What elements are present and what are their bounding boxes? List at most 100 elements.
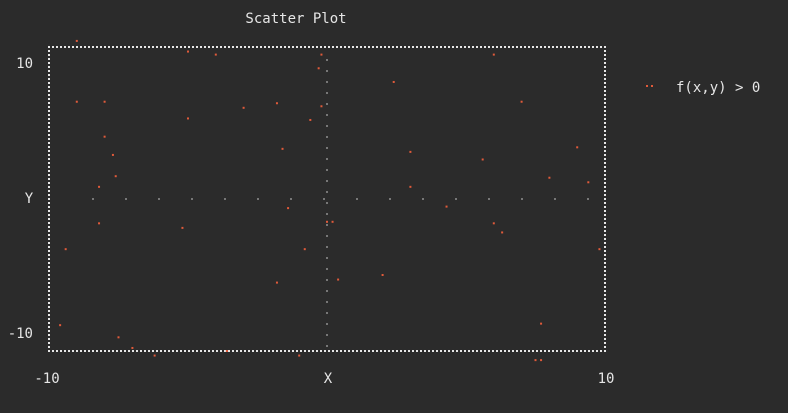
- border-dot: [220, 46, 222, 48]
- data-point: [75, 39, 78, 42]
- border-dot: [556, 46, 558, 48]
- border-dot: [540, 46, 542, 48]
- border-dot: [48, 118, 50, 120]
- border-dot: [516, 350, 518, 352]
- border-dot: [380, 350, 382, 352]
- border-dot: [504, 46, 506, 48]
- data-point: [214, 53, 217, 56]
- border-dot: [480, 350, 482, 352]
- border-dot: [604, 230, 606, 232]
- data-point: [598, 248, 601, 251]
- border-dot: [320, 46, 322, 48]
- border-dot: [604, 158, 606, 160]
- border-dot: [256, 350, 258, 352]
- x-axis-dot: [422, 198, 424, 200]
- border-dot: [72, 350, 74, 352]
- border-dot: [188, 350, 190, 352]
- border-dot: [604, 90, 606, 92]
- border-dot: [604, 278, 606, 280]
- border-dot: [48, 286, 50, 288]
- border-dot: [344, 46, 346, 48]
- border-dot: [48, 222, 50, 224]
- border-dot: [96, 46, 98, 48]
- data-point: [587, 181, 590, 184]
- border-dot: [104, 350, 106, 352]
- border-dot: [48, 350, 50, 352]
- x-axis-dot: [257, 198, 259, 200]
- border-dot: [360, 46, 362, 48]
- border-dot: [100, 46, 102, 48]
- data-point: [181, 226, 184, 229]
- border-dot: [544, 46, 546, 48]
- border-dot: [404, 350, 406, 352]
- border-dot: [48, 122, 50, 124]
- border-dot: [568, 350, 570, 352]
- border-dot: [500, 350, 502, 352]
- border-dot: [48, 226, 50, 228]
- data-point: [576, 146, 579, 149]
- border-dot: [344, 350, 346, 352]
- data-points: [59, 39, 601, 362]
- border-dot: [604, 194, 606, 196]
- border-dot: [352, 350, 354, 352]
- border-dot: [584, 46, 586, 48]
- border-dot: [48, 206, 50, 208]
- border-dot: [188, 46, 190, 48]
- border-dot: [48, 246, 50, 248]
- border-dot: [48, 134, 50, 136]
- border-dot: [48, 238, 50, 240]
- y-tick-label-bottom: -10: [8, 326, 33, 342]
- border-dot: [492, 350, 494, 352]
- border-dot: [604, 210, 606, 212]
- x-axis-dot: [521, 198, 523, 200]
- border-dot: [384, 350, 386, 352]
- border-dot: [136, 350, 138, 352]
- border-dot: [508, 350, 510, 352]
- border-dot: [604, 134, 606, 136]
- border-dot: [48, 150, 50, 152]
- border-dot: [604, 182, 606, 184]
- border-dot: [176, 46, 178, 48]
- border-dot: [48, 318, 50, 320]
- border-dot: [220, 350, 222, 352]
- y-tick-label-top: 10: [16, 56, 33, 72]
- border-dot: [148, 350, 150, 352]
- border-dot: [64, 350, 66, 352]
- border-dot: [48, 142, 50, 144]
- border-dot: [484, 350, 486, 352]
- data-point: [331, 220, 334, 223]
- border-dot: [128, 46, 130, 48]
- border-dot: [244, 46, 246, 48]
- border-dot: [544, 350, 546, 352]
- border-dot: [48, 58, 50, 60]
- border-dot: [604, 162, 606, 164]
- border-dot: [464, 350, 466, 352]
- border-dot: [604, 282, 606, 284]
- data-point: [520, 100, 523, 103]
- border-dot: [604, 214, 606, 216]
- border-dot: [576, 46, 578, 48]
- x-axis-dot: [92, 198, 94, 200]
- origin-axes: [92, 59, 589, 347]
- border-dot: [528, 350, 530, 352]
- border-dot: [120, 350, 122, 352]
- x-axis-dot: [290, 198, 292, 200]
- border-dot: [284, 350, 286, 352]
- border-dot: [52, 46, 54, 48]
- border-dot: [400, 350, 402, 352]
- border-dot: [604, 58, 606, 60]
- border-dot: [64, 46, 66, 48]
- y-axis-dot: [326, 70, 328, 72]
- border-dot: [260, 350, 262, 352]
- border-dot: [604, 206, 606, 208]
- border-dot: [424, 350, 426, 352]
- border-dot: [604, 102, 606, 104]
- border-dot: [244, 350, 246, 352]
- border-dot: [604, 266, 606, 268]
- border-dot: [156, 350, 158, 352]
- border-dot: [48, 266, 50, 268]
- border-dot: [52, 350, 54, 352]
- border-dot: [604, 270, 606, 272]
- border-dot: [48, 114, 50, 116]
- border-dot: [48, 138, 50, 140]
